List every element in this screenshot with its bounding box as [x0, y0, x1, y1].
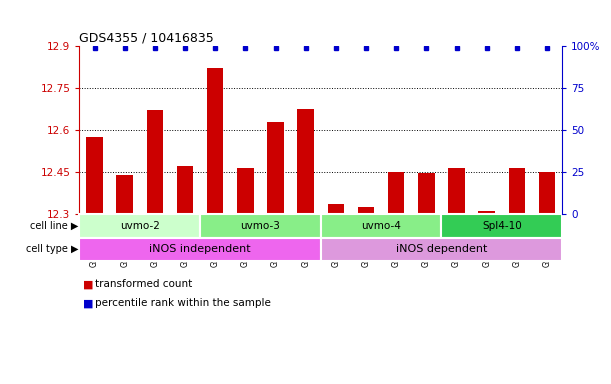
Bar	[237, 168, 254, 214]
Bar	[79, 214, 200, 238]
Bar	[200, 214, 321, 238]
Text: ■: ■	[82, 298, 93, 308]
Bar	[478, 211, 495, 214]
Text: iNOS dependent: iNOS dependent	[396, 244, 487, 254]
Bar	[298, 109, 314, 214]
Text: GDS4355 / 10416835: GDS4355 / 10416835	[79, 32, 214, 45]
Bar	[327, 204, 344, 214]
Text: cell line ▶: cell line ▶	[31, 221, 79, 231]
Bar	[321, 238, 562, 261]
Bar	[177, 167, 193, 214]
Text: cell type ▶: cell type ▶	[26, 244, 79, 254]
Text: uvmo-3: uvmo-3	[241, 221, 280, 231]
Bar	[418, 174, 434, 214]
Bar	[116, 175, 133, 214]
Bar	[448, 168, 465, 214]
Bar	[207, 68, 224, 214]
Bar	[79, 238, 321, 261]
Bar	[147, 111, 163, 214]
Text: Spl4-10: Spl4-10	[482, 221, 522, 231]
Bar	[86, 137, 103, 214]
Text: uvmo-2: uvmo-2	[120, 221, 159, 231]
Text: transformed count: transformed count	[95, 279, 192, 289]
Bar	[442, 214, 562, 238]
Text: uvmo-4: uvmo-4	[361, 221, 401, 231]
Bar	[388, 172, 404, 214]
Text: percentile rank within the sample: percentile rank within the sample	[95, 298, 271, 308]
Bar	[357, 207, 375, 214]
Bar	[539, 172, 555, 214]
Bar	[321, 214, 442, 238]
Text: ■: ■	[82, 279, 93, 289]
Text: iNOS independent: iNOS independent	[149, 244, 251, 254]
Bar	[508, 168, 525, 214]
Bar	[267, 122, 284, 214]
